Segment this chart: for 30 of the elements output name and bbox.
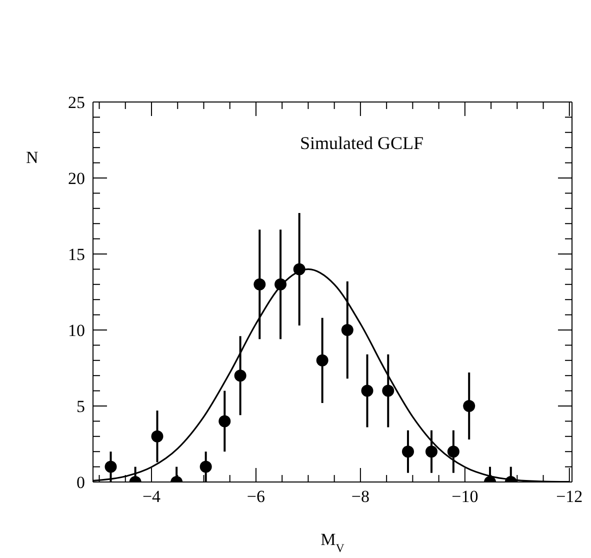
point [425, 446, 438, 458]
point [402, 446, 414, 458]
point [274, 278, 287, 290]
point [293, 263, 306, 276]
point [463, 400, 476, 412]
y-tick-label: 5 [76, 397, 85, 416]
point [104, 460, 117, 473]
y-axis-title: N [26, 148, 38, 167]
point [341, 324, 354, 336]
y-tick-label: 0 [76, 473, 85, 492]
point [447, 446, 460, 458]
point [218, 415, 231, 428]
x-tick-label: −8 [351, 487, 370, 506]
x-tick-label: −12 [556, 487, 583, 506]
point [234, 370, 246, 382]
y-tick-label: 15 [68, 245, 85, 264]
y-tick-label: 20 [68, 169, 85, 188]
x-tick-label: −6 [246, 487, 266, 506]
point [361, 384, 374, 397]
point [382, 384, 394, 397]
y-tick-label: 10 [68, 321, 85, 340]
annotation: Simulated GCLF [300, 133, 424, 154]
x-tick-label: −4 [142, 487, 162, 506]
point [254, 278, 266, 290]
x-tick-label: −10 [452, 487, 478, 506]
x-axis-title: M$_{V}$ [320, 530, 345, 555]
point [200, 460, 212, 473]
y-tick-label: 25 [68, 93, 85, 112]
point [316, 354, 328, 366]
point [151, 430, 164, 442]
